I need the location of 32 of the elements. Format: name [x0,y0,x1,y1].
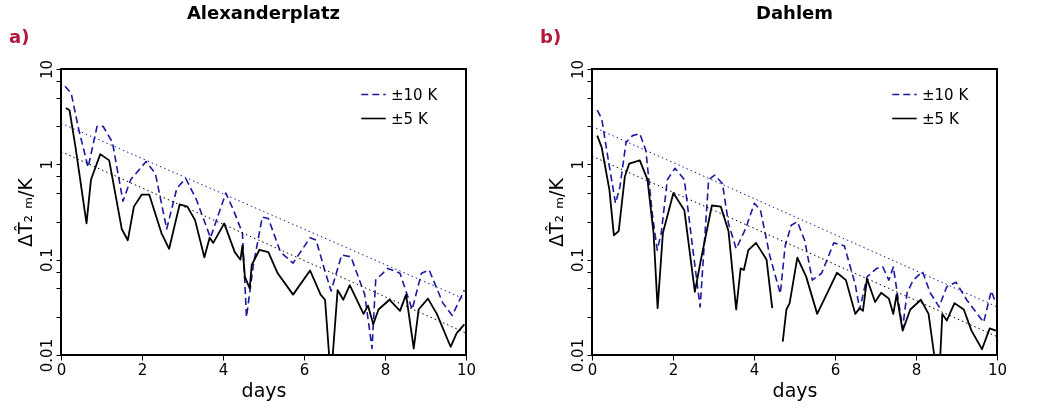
text: a) [9,26,30,47]
x-axis-title: days [241,378,287,401]
y-axis-title: ΔT̂₂ ₘ/K [13,177,36,247]
y-tick-label: 10 [37,59,56,80]
legend-label: ±10 K [391,85,439,104]
legend-label: ±5 K [922,109,960,128]
x-tick-label: 10 [456,360,477,379]
x-tick-label: 8 [380,360,391,379]
y-tick-label: 10 [568,59,587,80]
x-axis-title: days [772,378,818,401]
x-tick-label: 10 [987,360,1008,379]
legend-label: ±10 K [922,85,970,104]
x-tick-label: 6 [830,360,841,379]
y-tick-label: 0.1 [568,248,587,273]
x-tick-label: 6 [299,360,310,379]
text: b) [540,26,562,47]
x-tick-label: 4 [218,360,229,379]
legend-label: ±5 K [391,109,429,128]
y-axis-title: ΔT̂₂ ₘ/K [544,177,567,247]
y-tick-label: 1 [37,160,56,170]
x-tick-label: 4 [749,360,760,379]
y-tick-label: 0.01 [568,338,587,373]
x-tick-label: 8 [911,360,922,379]
x-tick-label: 0 [587,360,598,379]
x-tick-label: 0 [56,360,67,379]
y-tick-label: 0.01 [37,338,56,373]
y-tick-label: 1 [568,160,587,170]
y-tick-label: 0.1 [37,248,56,273]
chart-title: Dahlem [755,2,834,23]
chart-title: Alexanderplatz [186,2,341,23]
x-tick-label: 2 [137,360,148,379]
x-tick-label: 2 [668,360,679,379]
